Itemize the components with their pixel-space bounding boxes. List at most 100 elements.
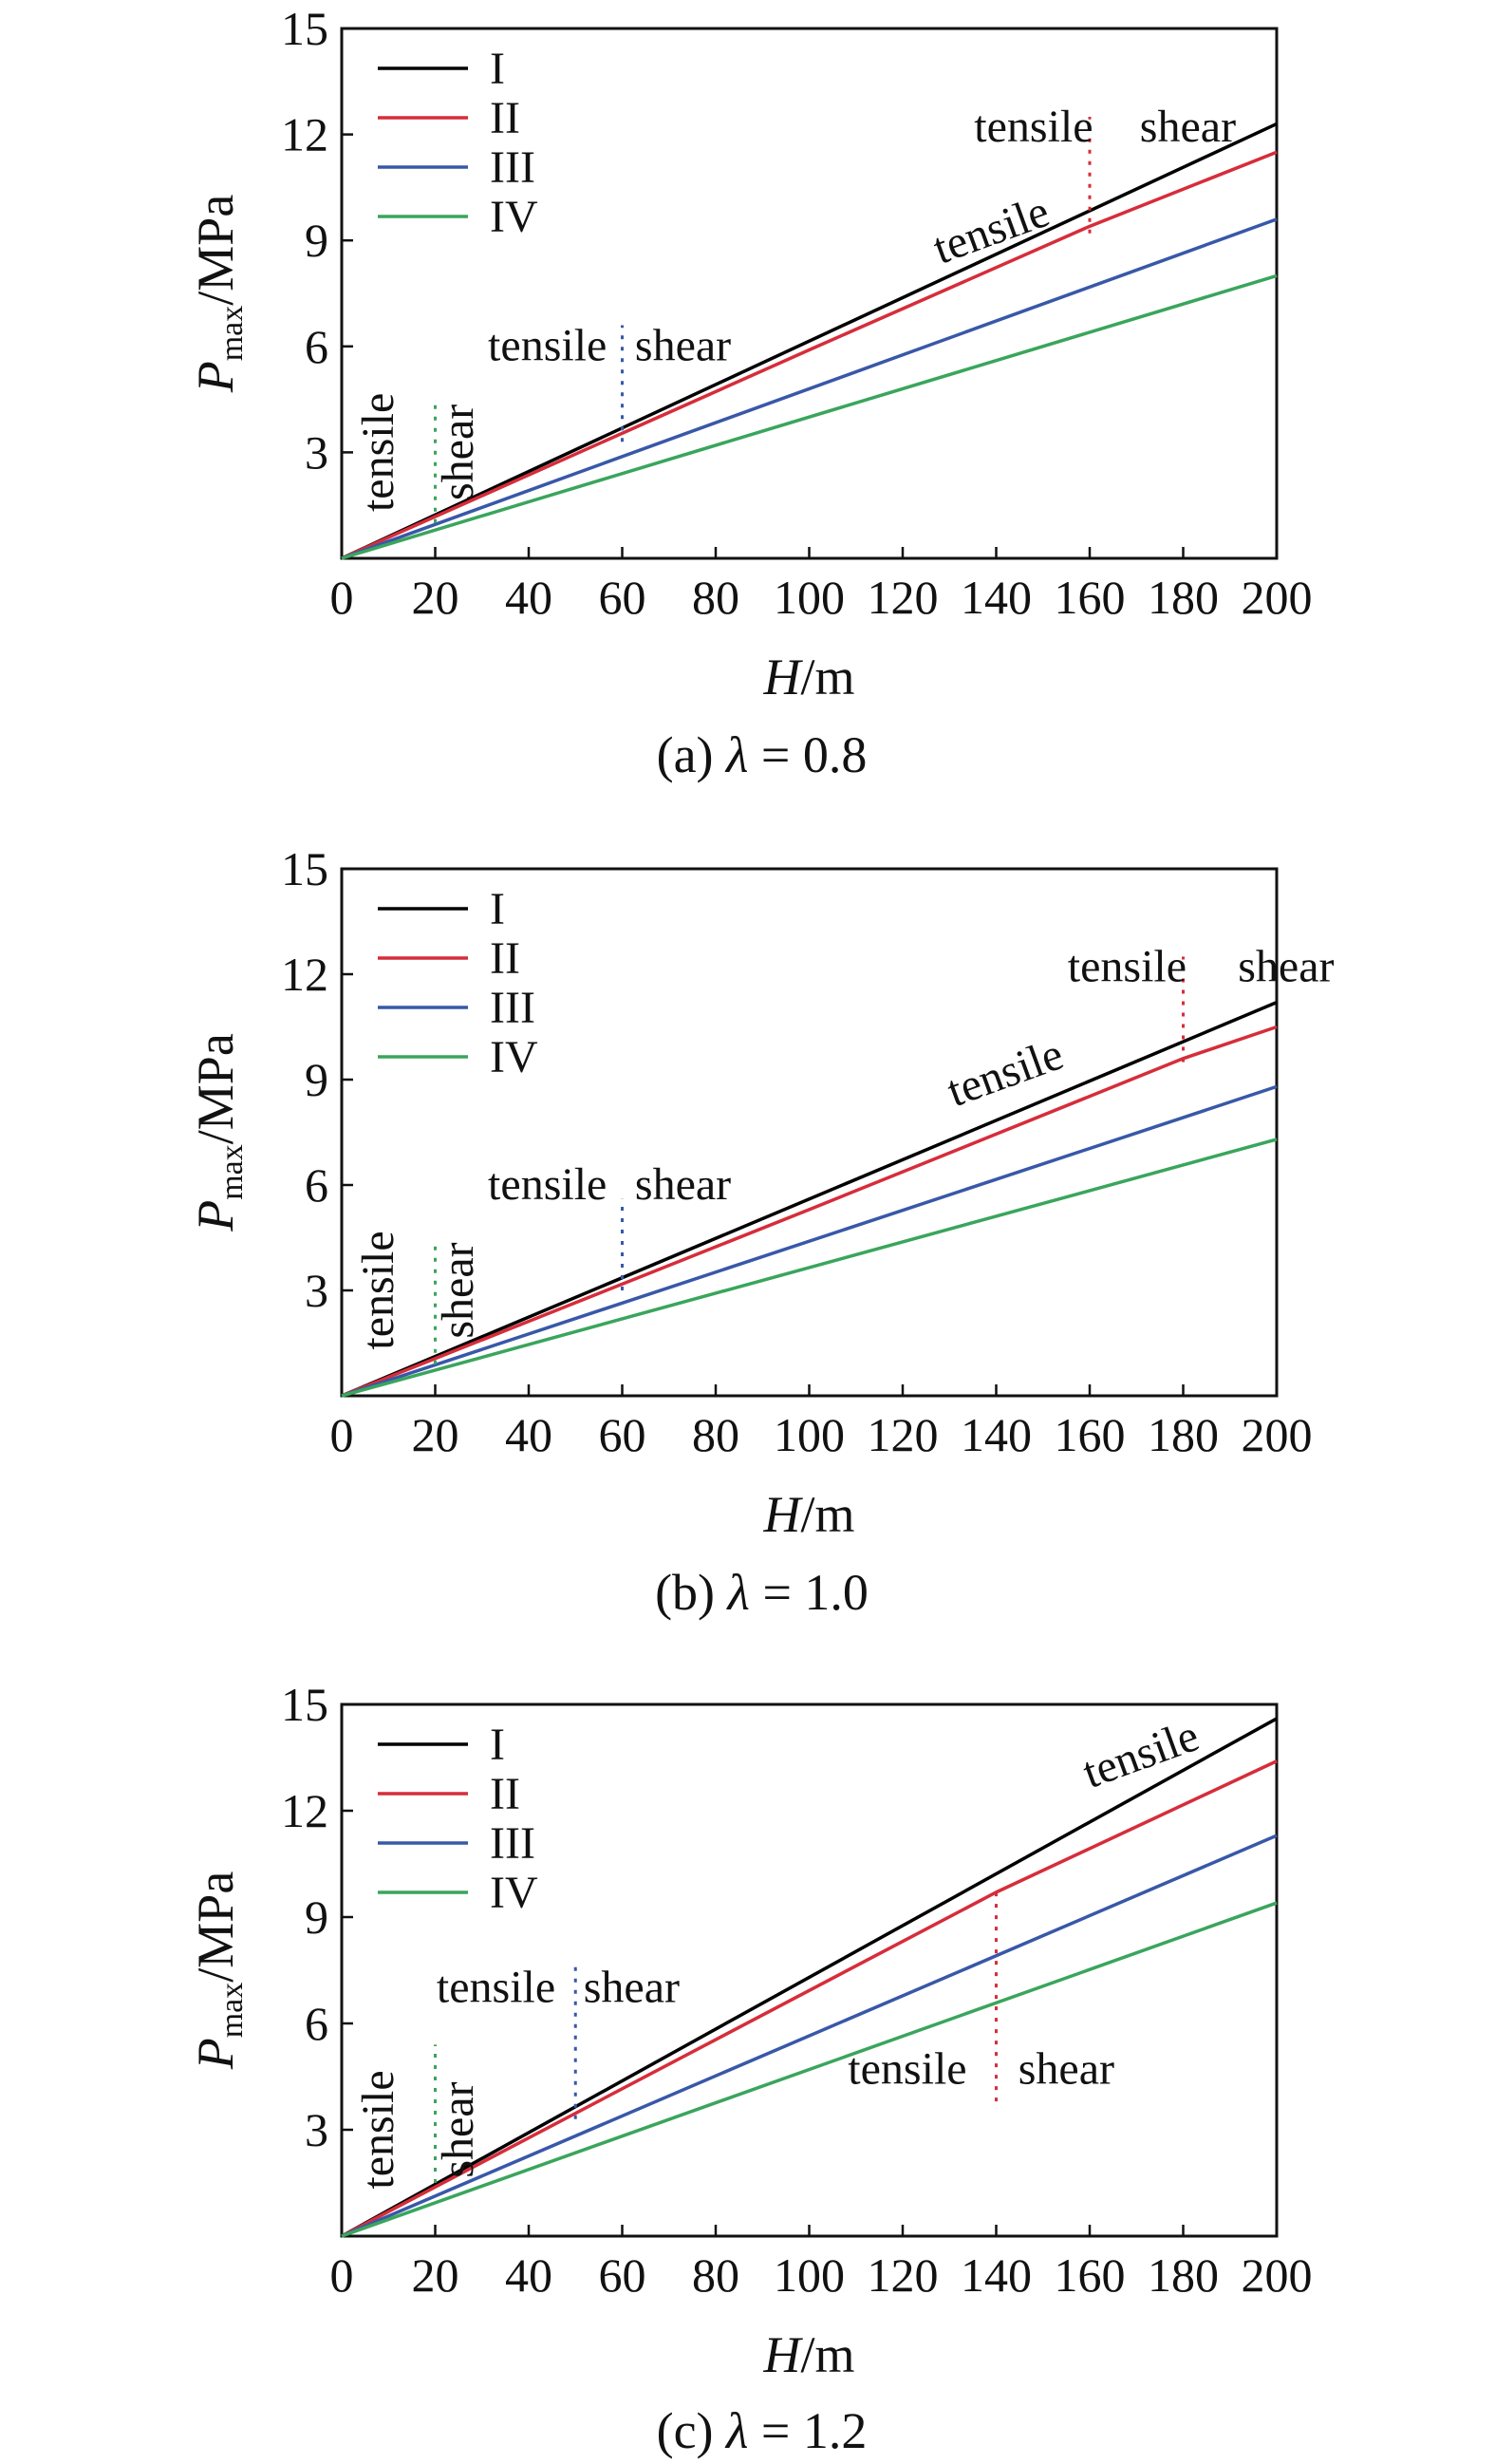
x-tick-label: 40 xyxy=(505,2248,552,2302)
legend-label-IV: IV xyxy=(490,1868,538,1918)
x-tick-label: 200 xyxy=(1242,2248,1313,2302)
series-line-II xyxy=(341,1759,1278,2238)
annotation-tensile: tensile xyxy=(437,1963,555,2013)
x-tick-label: 0 xyxy=(330,2248,354,2302)
annotation-tensile: tensile xyxy=(974,102,1093,152)
chart-panel-b: 0 20 40 60 80 100 120 140 160 180 200 3 6 9 12 15 H/m Pma… xyxy=(187,842,1334,1621)
y-tick-label: 9 xyxy=(305,1053,328,1106)
x-axis-label-symbol: H xyxy=(762,649,803,705)
series-line-III xyxy=(341,217,1278,560)
x-tick-label: 20 xyxy=(412,1408,459,1461)
caption-prefix: (c) xyxy=(657,2402,726,2459)
caption-value: = 1.2 xyxy=(748,2402,867,2459)
legend-label-II: II xyxy=(490,1769,520,1819)
y-axis-label-unit: /MPa xyxy=(187,1872,244,1983)
y-tick-label: 9 xyxy=(305,1890,328,1944)
x-axis-label-symbol: H xyxy=(762,2326,803,2383)
chart-panel-c: 0 20 40 60 80 100 120 140 160 180 200 3 6 9 12 15 H/m Pma… xyxy=(187,1678,1313,2459)
annotation-shear: shear xyxy=(1238,941,1334,991)
x-tick-label: 80 xyxy=(692,571,739,624)
y-tick-label: 6 xyxy=(305,1158,328,1212)
x-tick-label: 160 xyxy=(1055,1408,1126,1461)
y-tick-label: 3 xyxy=(305,425,328,479)
annotation-shear: shear xyxy=(433,2081,483,2177)
panel-caption: (a) λ = 0.8 xyxy=(657,726,868,783)
annotation-tensile: tensile xyxy=(941,1029,1070,1118)
series-line-IV xyxy=(341,1901,1278,2238)
x-tick-label: 140 xyxy=(961,2248,1032,2302)
x-tick-label: 120 xyxy=(868,1408,939,1461)
y-tick-label: 15 xyxy=(281,2,328,55)
x-tick-label: 80 xyxy=(692,1408,739,1461)
x-axis-label-symbol: H xyxy=(762,1486,803,1543)
x-tick-label: 180 xyxy=(1148,571,1219,624)
x-tick-label: 60 xyxy=(599,571,646,624)
caption-value: = 1.0 xyxy=(750,1564,869,1621)
y-axis-label-symbol: P xyxy=(187,2038,244,2070)
legend-label-I: I xyxy=(490,1720,505,1770)
y-tick-label: 12 xyxy=(281,1784,328,1837)
legend-label-IV: IV xyxy=(490,1032,538,1082)
y-axis-label-subscript: max xyxy=(215,1983,250,2039)
annotation-tensile: tensile xyxy=(488,1159,607,1210)
x-tick-label: 200 xyxy=(1242,1408,1313,1461)
chart-panel-a: 0 20 40 60 80 100 120 140 160 180 200 3 6 9 12 15 H/m Pma… xyxy=(187,2,1313,783)
series-line-I xyxy=(341,1000,1278,1398)
series-line-III xyxy=(341,1834,1278,2238)
y-axis-label-unit: /MPa xyxy=(187,195,244,306)
panel-caption: (b) λ = 1.0 xyxy=(655,1564,869,1621)
annotation-tensile: tensile xyxy=(926,186,1056,274)
series-line-II xyxy=(341,150,1278,560)
x-tick-label: 20 xyxy=(412,571,459,624)
y-tick-label: 12 xyxy=(281,108,328,161)
y-axis-label-unit: /MPa xyxy=(187,1033,244,1144)
y-axis-label-symbol: P xyxy=(187,1200,244,1232)
x-tick-label: 40 xyxy=(505,571,552,624)
caption-symbol: λ xyxy=(724,2402,748,2459)
x-tick-label: 160 xyxy=(1055,2248,1126,2302)
y-tick-label: 6 xyxy=(305,1997,328,2050)
x-tick-label: 100 xyxy=(774,1408,845,1461)
series-line-III xyxy=(341,1084,1278,1398)
y-tick-label: 3 xyxy=(305,2103,328,2156)
y-axis-label-symbol: P xyxy=(187,361,244,393)
caption-prefix: (b) xyxy=(655,1564,727,1621)
y-tick-label: 9 xyxy=(305,214,328,267)
x-tick-label: 160 xyxy=(1055,571,1126,624)
x-tick-label: 140 xyxy=(961,1408,1032,1461)
legend-label-IV: IV xyxy=(490,192,538,242)
x-tick-label: 180 xyxy=(1148,1408,1219,1461)
series-line-IV xyxy=(341,273,1278,560)
x-tick-label: 40 xyxy=(505,1408,552,1461)
legend-label-III: III xyxy=(490,142,535,193)
panel-caption: (c) λ = 1.2 xyxy=(657,2402,868,2459)
x-tick-label: 100 xyxy=(774,2248,845,2302)
legend-label-II: II xyxy=(490,933,520,984)
caption-prefix: (a) xyxy=(657,726,726,783)
annotation-shear: shear xyxy=(635,321,731,371)
annotation-tensile: tensile xyxy=(1076,1710,1205,1798)
x-tick-label: 0 xyxy=(330,1408,354,1461)
legend-label-III: III xyxy=(490,1818,535,1869)
y-axis-label: Pmax/MPa xyxy=(187,195,250,394)
annotation-tensile: tensile xyxy=(1068,941,1187,991)
y-axis-label: Pmax/MPa xyxy=(187,1033,250,1232)
legend-label-II: II xyxy=(490,93,520,143)
x-tick-label: 120 xyxy=(868,571,939,624)
caption-symbol: λ xyxy=(724,726,748,783)
series-line-I xyxy=(341,1717,1278,2238)
y-axis-label: Pmax/MPa xyxy=(187,1872,250,2071)
legend-label-I: I xyxy=(490,884,505,934)
legend-label-I: I xyxy=(490,44,505,94)
annotation-tensile: tensile xyxy=(353,1231,403,1349)
annotation-shear: shear xyxy=(1140,102,1236,152)
y-axis-label-subscript: max xyxy=(215,306,250,362)
x-axis-label-unit: /m xyxy=(800,1486,854,1543)
x-axis-label: H/m xyxy=(762,649,854,705)
y-tick-label: 12 xyxy=(281,948,328,1001)
x-tick-label: 0 xyxy=(330,571,354,624)
annotation-tensile: tensile xyxy=(488,321,607,371)
series-line-I xyxy=(341,122,1278,560)
caption-symbol: λ xyxy=(726,1564,750,1621)
